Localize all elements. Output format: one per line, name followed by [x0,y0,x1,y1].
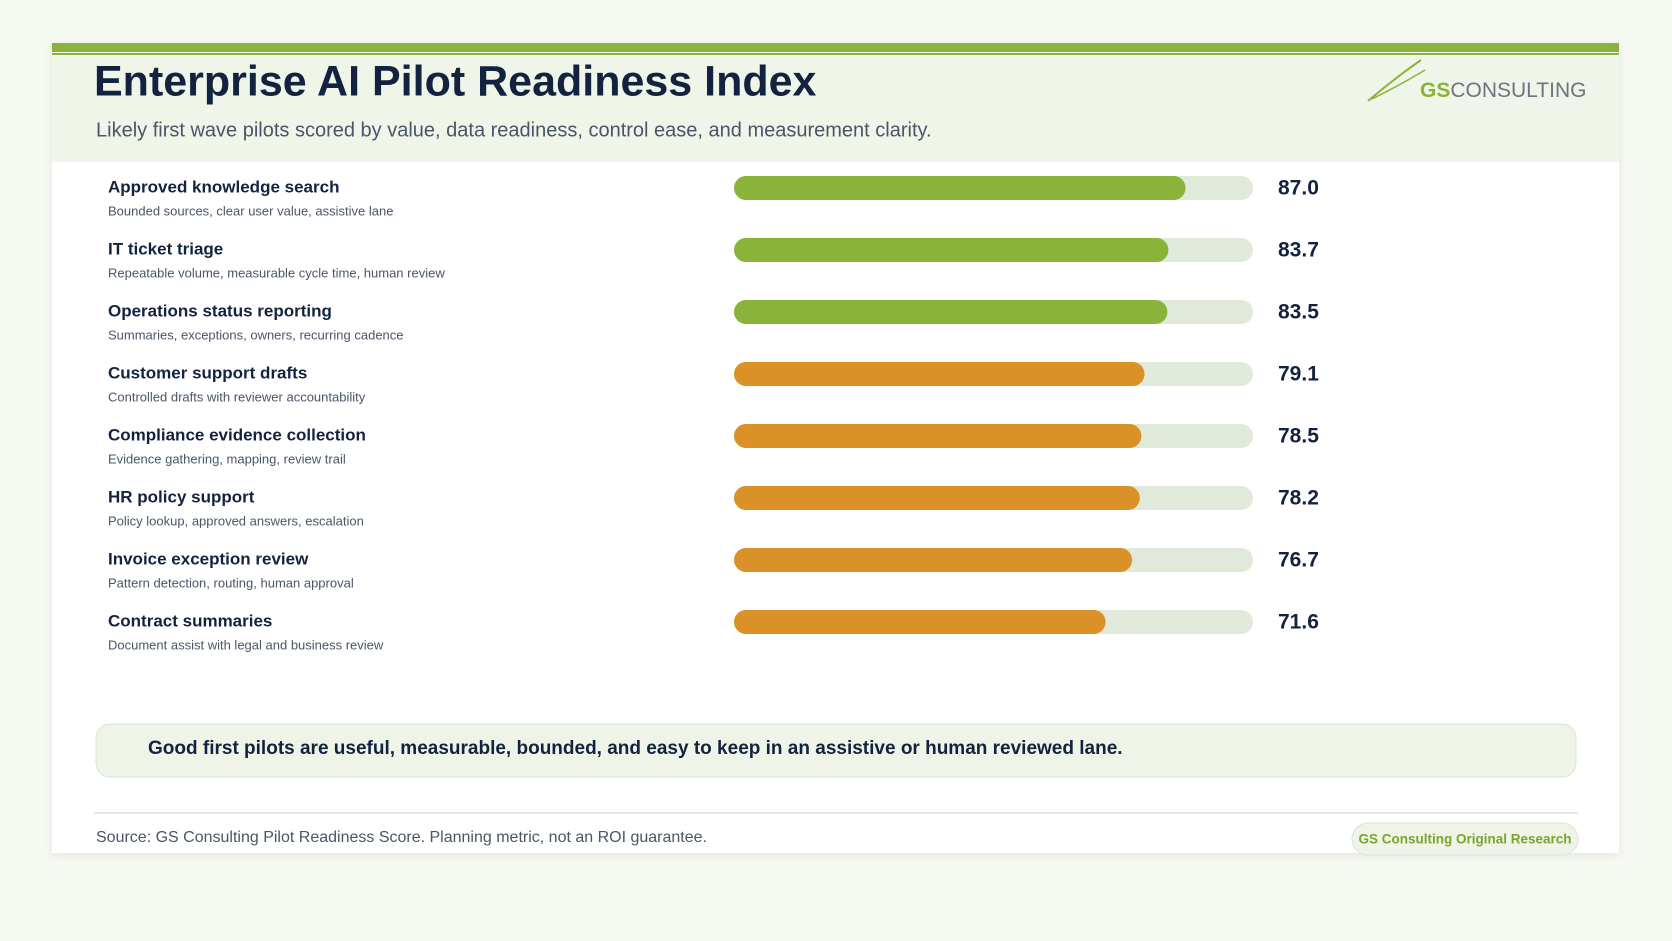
bar [734,548,1133,572]
badge-text: GS Consulting Original Research [1358,832,1571,847]
category-description: Summaries, exceptions, owners, recurring… [108,327,404,342]
value-label: 79.1 [1278,363,1319,386]
category-label: HR policy support [108,487,255,506]
source: Source: GS Consulting Pilot Readiness Sc… [96,829,707,846]
value-label: 87.0 [1278,177,1319,200]
value-label: 78.2 [1278,487,1319,510]
logo-swoosh [1367,59,1422,102]
bar [734,300,1168,324]
category-label: IT ticket triage [108,239,223,258]
bar [734,362,1145,386]
chart-subtitle: Likely first wave pilots scored by value… [96,119,932,141]
value-label: 78.5 [1278,425,1319,448]
logo-swoosh [1371,69,1426,100]
logo-suffix: CONSULTING [1450,79,1586,102]
category-description: Bounded sources, clear user value, assis… [108,203,393,218]
logo: GSCONSULTING [1367,59,1586,102]
value-label: 71.6 [1278,611,1319,634]
logo-prefix: GS [1420,79,1450,102]
top-accent [52,43,1619,52]
category-label: Contract summaries [108,611,272,630]
bar [734,176,1186,200]
bar [734,238,1169,262]
bar-rows: Approved knowledge search Bounded sources… [108,176,1319,652]
chart-title: Enterprise AI Pilot Readiness Index [94,57,817,105]
category-label: Compliance evidence collection [108,425,366,444]
logo-text: GSCONSULTING [1420,79,1586,102]
category-description: Policy lookup, approved answers, escalat… [108,513,364,528]
category-description: Controlled drafts with reviewer accounta… [108,389,366,404]
header-band [52,56,1619,162]
callout-box [95,723,1577,778]
category-label: Customer support drafts [108,363,307,382]
category-description: Repeatable volume, measurable cycle time… [108,265,445,280]
callout-text: Good first pilots are useful, measurable… [148,738,1123,759]
category-description: Pattern detection, routing, human approv… [108,575,354,590]
value-label: 76.7 [1278,549,1319,572]
bar [734,424,1142,448]
badge [1351,822,1579,856]
category-label: Invoice exception review [108,549,309,568]
category-description: Document assist with legal and business … [108,637,384,652]
value-label: 83.7 [1278,239,1319,262]
bar [734,486,1140,510]
category-description: Evidence gathering, mapping, review trai… [108,451,346,466]
bar [734,610,1106,634]
category-label: Operations status reporting [108,301,332,320]
top-accent-thin [52,53,1619,55]
category-label: Approved knowledge search [108,177,339,196]
value-label: 83.5 [1278,301,1319,324]
